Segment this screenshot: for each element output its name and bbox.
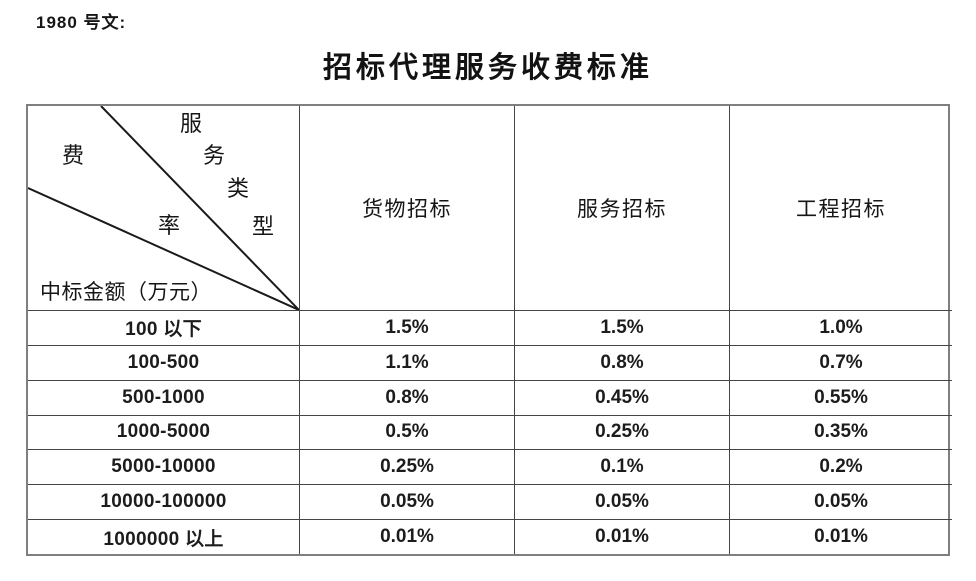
- rate-cell: 0.01%: [299, 519, 514, 554]
- rate-cell: 0.05%: [299, 484, 514, 520]
- rate-cell: 0.05%: [514, 484, 729, 520]
- rate-cell: 1.1%: [299, 344, 514, 380]
- corner-amount-axis-label: 中标金额（万元）: [40, 280, 212, 304]
- rate-cell: 1.0%: [729, 310, 952, 345]
- corner-service-type-char-3: 类: [227, 176, 250, 201]
- rate-cell: 0.05%: [729, 484, 952, 520]
- diagonal-divider-lines: [28, 106, 299, 310]
- row-amount-range: 1000000 以上: [28, 519, 299, 554]
- row-amount-range: 10000-100000: [28, 484, 299, 519]
- table-corner-cell: 服 务 类 型 费 率 中标金额（万元）: [28, 106, 299, 310]
- rate-cell: 0.8%: [299, 379, 514, 415]
- corner-service-type-char-1: 服: [180, 111, 203, 136]
- corner-rate-char-1: 费: [62, 143, 85, 168]
- fee-standard-table: 服 务 类 型 费 率 中标金额（万元） 货物招标 服务招标 工程招标 100 …: [26, 104, 952, 556]
- corner-rate-char-2: 率: [158, 213, 181, 238]
- rate-cell: 0.01%: [729, 519, 952, 554]
- row-amount-range: 5000-10000: [28, 449, 299, 484]
- rate-cell: 1.5%: [514, 310, 729, 345]
- row-amount-range: 1000-5000: [28, 414, 299, 450]
- rate-cell: 0.55%: [729, 379, 952, 415]
- corner-service-type-char-4: 型: [252, 214, 275, 239]
- rate-cell: 0.5%: [299, 414, 514, 450]
- column-header-goods: 货物招标: [299, 106, 514, 310]
- rate-cell: 1.5%: [299, 310, 514, 345]
- rate-cell: 0.25%: [299, 449, 514, 485]
- rate-cell: 0.45%: [514, 379, 729, 415]
- rate-cell: 0.35%: [729, 414, 952, 450]
- column-header-engineering: 工程招标: [729, 106, 952, 310]
- document-ref: 1980 号文:: [36, 13, 127, 32]
- corner-service-type-char-2: 务: [203, 143, 226, 168]
- rate-cell: 0.2%: [729, 449, 952, 485]
- rate-cell: 0.25%: [514, 414, 729, 450]
- rate-cell: 0.01%: [514, 519, 729, 554]
- column-header-services: 服务招标: [514, 106, 729, 310]
- row-amount-range: 100 以下: [28, 310, 299, 345]
- rate-cell: 0.1%: [514, 449, 729, 485]
- rate-cell: 0.8%: [514, 344, 729, 380]
- row-amount-range: 100-500: [28, 344, 299, 380]
- row-amount-range: 500-1000: [28, 379, 299, 415]
- page-title: 招标代理服务收费标准: [322, 52, 653, 84]
- rate-cell: 0.7%: [729, 344, 952, 380]
